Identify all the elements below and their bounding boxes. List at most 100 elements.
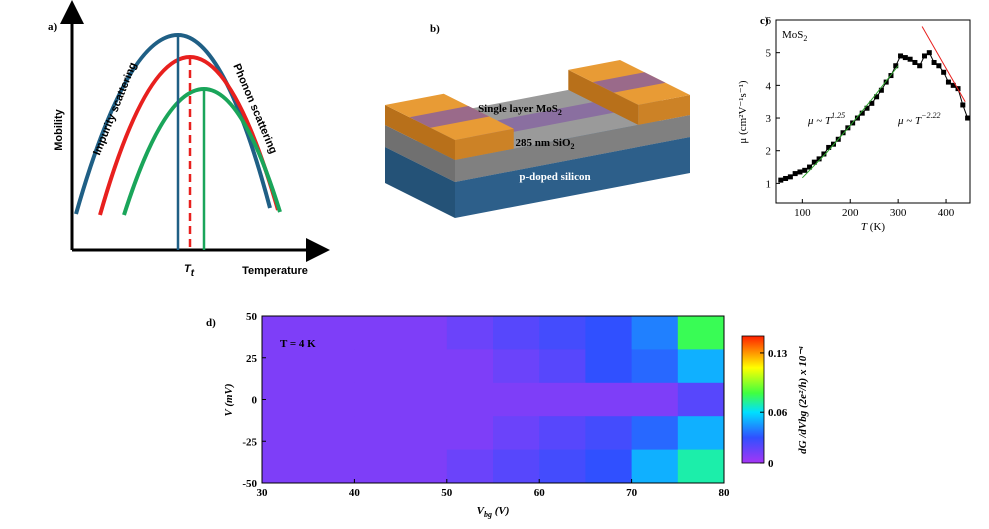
block-face: [385, 125, 455, 182]
heatmap-cell: [354, 349, 402, 384]
fit-label: 1.25: [831, 111, 845, 120]
heatmap-cell: [631, 316, 679, 350]
x-tick-label: 30: [257, 487, 269, 499]
data-point: [883, 79, 889, 85]
heatmap-cell: [493, 382, 540, 417]
x-tick-label: 300: [890, 207, 907, 219]
block-face: [568, 69, 639, 125]
x-tick-label: 50: [441, 487, 453, 499]
data-point: [864, 105, 870, 111]
x-tick-label: 200: [842, 207, 859, 219]
block-face: [455, 115, 690, 182]
data-point: [878, 87, 884, 93]
x-axis-label: T: [861, 221, 868, 233]
annotation: 2: [803, 34, 807, 43]
heatmap-cell: [354, 449, 402, 484]
heatmap-cell: [446, 349, 494, 384]
data-point: [797, 169, 803, 175]
block-face: [385, 147, 455, 218]
layer-label: 2: [571, 142, 575, 151]
layer-label: 285 nm SiO: [515, 137, 570, 149]
heatmap-cell: [354, 416, 402, 451]
data-point: [854, 115, 860, 121]
y-tick-label: 25: [246, 353, 258, 365]
data-point: [783, 175, 789, 181]
heatmap-cell: [631, 416, 679, 451]
y-tick-label: 6: [766, 15, 772, 27]
x-tick-label: 40: [349, 487, 361, 499]
heatmap-cell: [493, 449, 540, 484]
axis-label: Mobility: [53, 108, 65, 150]
data-point: [936, 63, 942, 69]
x-tick-label: 60: [534, 487, 546, 499]
heatmap-cell: [677, 316, 725, 350]
fit-label: −2.22: [921, 111, 940, 120]
data-point: [945, 79, 951, 85]
y-tick-label: 1: [766, 178, 772, 190]
data-point: [921, 53, 927, 59]
block-face: [455, 128, 514, 160]
x-axis-label: bg: [484, 510, 492, 519]
heatmap-cell: [262, 382, 309, 417]
y-tick-label: 5: [766, 48, 772, 60]
annotation: T = 4 K: [280, 338, 316, 350]
heatmap-cell: [539, 349, 586, 384]
colorbar: [741, 335, 765, 464]
heatmap-cell: [585, 382, 633, 417]
heatmap-cell: [446, 382, 494, 417]
layer-label: 2: [558, 108, 562, 117]
heatmap-cell: [585, 349, 633, 384]
panel-a: a) Mobility Temperature Impurity scatter…: [48, 0, 330, 279]
data-point: [960, 102, 966, 108]
heatmap-cell: [539, 382, 586, 417]
heatmap-cell: [400, 416, 448, 451]
y-axis-label: V (mV): [223, 383, 235, 416]
data-point: [931, 59, 937, 65]
annotation: MoS: [782, 29, 803, 41]
colorbar-label: dG /dVbg (2e²/h) x 10⁻⁴: [797, 346, 809, 454]
channel: [592, 72, 666, 93]
heatmap-cell: [446, 449, 494, 484]
heatmap-cell: [308, 316, 355, 350]
heatmap-cell: [308, 416, 355, 451]
panel-d: 30 40 50 60 70 80 -50 -25 0 25 50 0 0.06 0.13 dG /dVbg…: [206, 311, 809, 519]
fit-label: μ ~ T: [807, 115, 832, 127]
heatmap-cell: [631, 449, 679, 484]
heatmap-cell: [354, 316, 402, 350]
channel: [409, 106, 490, 128]
annotation: Impurity scattering: [91, 61, 139, 157]
fit-label: μ ~ T−2.22: [897, 111, 941, 127]
heatmap-cell: [262, 349, 309, 384]
heatmap-cell: [585, 416, 633, 451]
heatmap-cell: [308, 449, 355, 484]
data-point: [840, 130, 846, 136]
data-point: [950, 82, 956, 88]
heatmap-cell: [262, 416, 309, 451]
heatmap-cell: [677, 382, 725, 417]
annotation: t: [191, 268, 195, 279]
data-point: [821, 151, 827, 157]
x-tick-label: 70: [626, 487, 638, 499]
colorbar-tick-label: 0.13: [768, 348, 788, 360]
heatmap-cell: [400, 349, 448, 384]
data-point: [811, 159, 817, 165]
data-point: [898, 53, 904, 59]
heatmap-cell: [493, 316, 540, 350]
y-tick-label: -50: [242, 478, 257, 490]
heatmap-cell: [677, 449, 725, 484]
panel-b: b): [385, 23, 690, 218]
y-axis-label: μ (cm²V⁻¹s⁻¹): [737, 80, 749, 143]
y-tick-label: 0: [252, 395, 258, 407]
annotation: T: [184, 263, 192, 275]
fit-label: μ ~ T: [897, 115, 922, 127]
panel-label: a): [48, 21, 58, 33]
heatmap-cell: [493, 349, 540, 384]
data-point: [807, 164, 813, 170]
x-axis-label: (V): [492, 505, 509, 517]
plot-frame: [775, 19, 971, 204]
heatmap-cell: [400, 382, 448, 417]
data-point: [802, 167, 808, 173]
y-tick-label: 2: [766, 146, 772, 158]
